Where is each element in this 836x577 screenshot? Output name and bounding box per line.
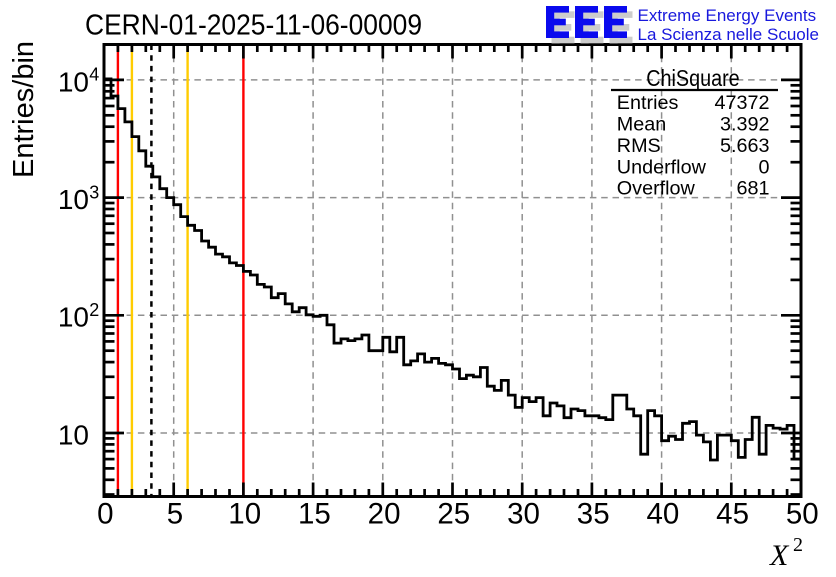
svg-text:45: 45	[716, 497, 749, 530]
svg-text:10: 10	[228, 497, 261, 530]
svg-text:40: 40	[646, 497, 679, 530]
svg-text:10: 10	[58, 184, 89, 215]
svg-text:10: 10	[58, 302, 89, 333]
svg-text:X: X	[769, 539, 790, 572]
svg-text:Overflow: Overflow	[617, 178, 696, 200]
svg-text:10: 10	[58, 419, 89, 450]
svg-text:5.663: 5.663	[720, 135, 770, 157]
svg-text:4: 4	[89, 65, 99, 85]
svg-text:47372: 47372	[714, 92, 769, 114]
svg-text:50: 50	[786, 497, 819, 530]
svg-text:Mean: Mean	[617, 114, 666, 136]
svg-text:3.392: 3.392	[720, 114, 770, 136]
svg-text:2: 2	[89, 300, 99, 320]
svg-text:2: 2	[793, 534, 803, 556]
svg-text:CERN-01-2025-11-06-00009: CERN-01-2025-11-06-00009	[85, 9, 422, 41]
svg-text:10: 10	[58, 66, 89, 97]
svg-text:20: 20	[368, 497, 401, 530]
svg-text:15: 15	[298, 497, 331, 530]
svg-text:3: 3	[89, 182, 99, 202]
svg-text:Underflow: Underflow	[617, 156, 707, 178]
svg-text:Entries/bin: Entries/bin	[8, 41, 40, 178]
svg-text:0: 0	[758, 156, 769, 178]
svg-text:681: 681	[736, 178, 769, 200]
svg-text:Entries: Entries	[617, 92, 679, 114]
svg-text:5: 5	[167, 497, 183, 530]
svg-text:35: 35	[577, 497, 610, 530]
svg-text:0: 0	[97, 497, 113, 530]
svg-text:25: 25	[437, 497, 470, 530]
svg-text:ChiSquare: ChiSquare	[646, 65, 740, 91]
svg-text:30: 30	[507, 497, 540, 530]
svg-text:La Scienza nelle Scuole: La Scienza nelle Scuole	[638, 25, 819, 44]
svg-text:Extreme Energy Events: Extreme Energy Events	[638, 6, 817, 25]
svg-text:RMS: RMS	[617, 135, 661, 157]
